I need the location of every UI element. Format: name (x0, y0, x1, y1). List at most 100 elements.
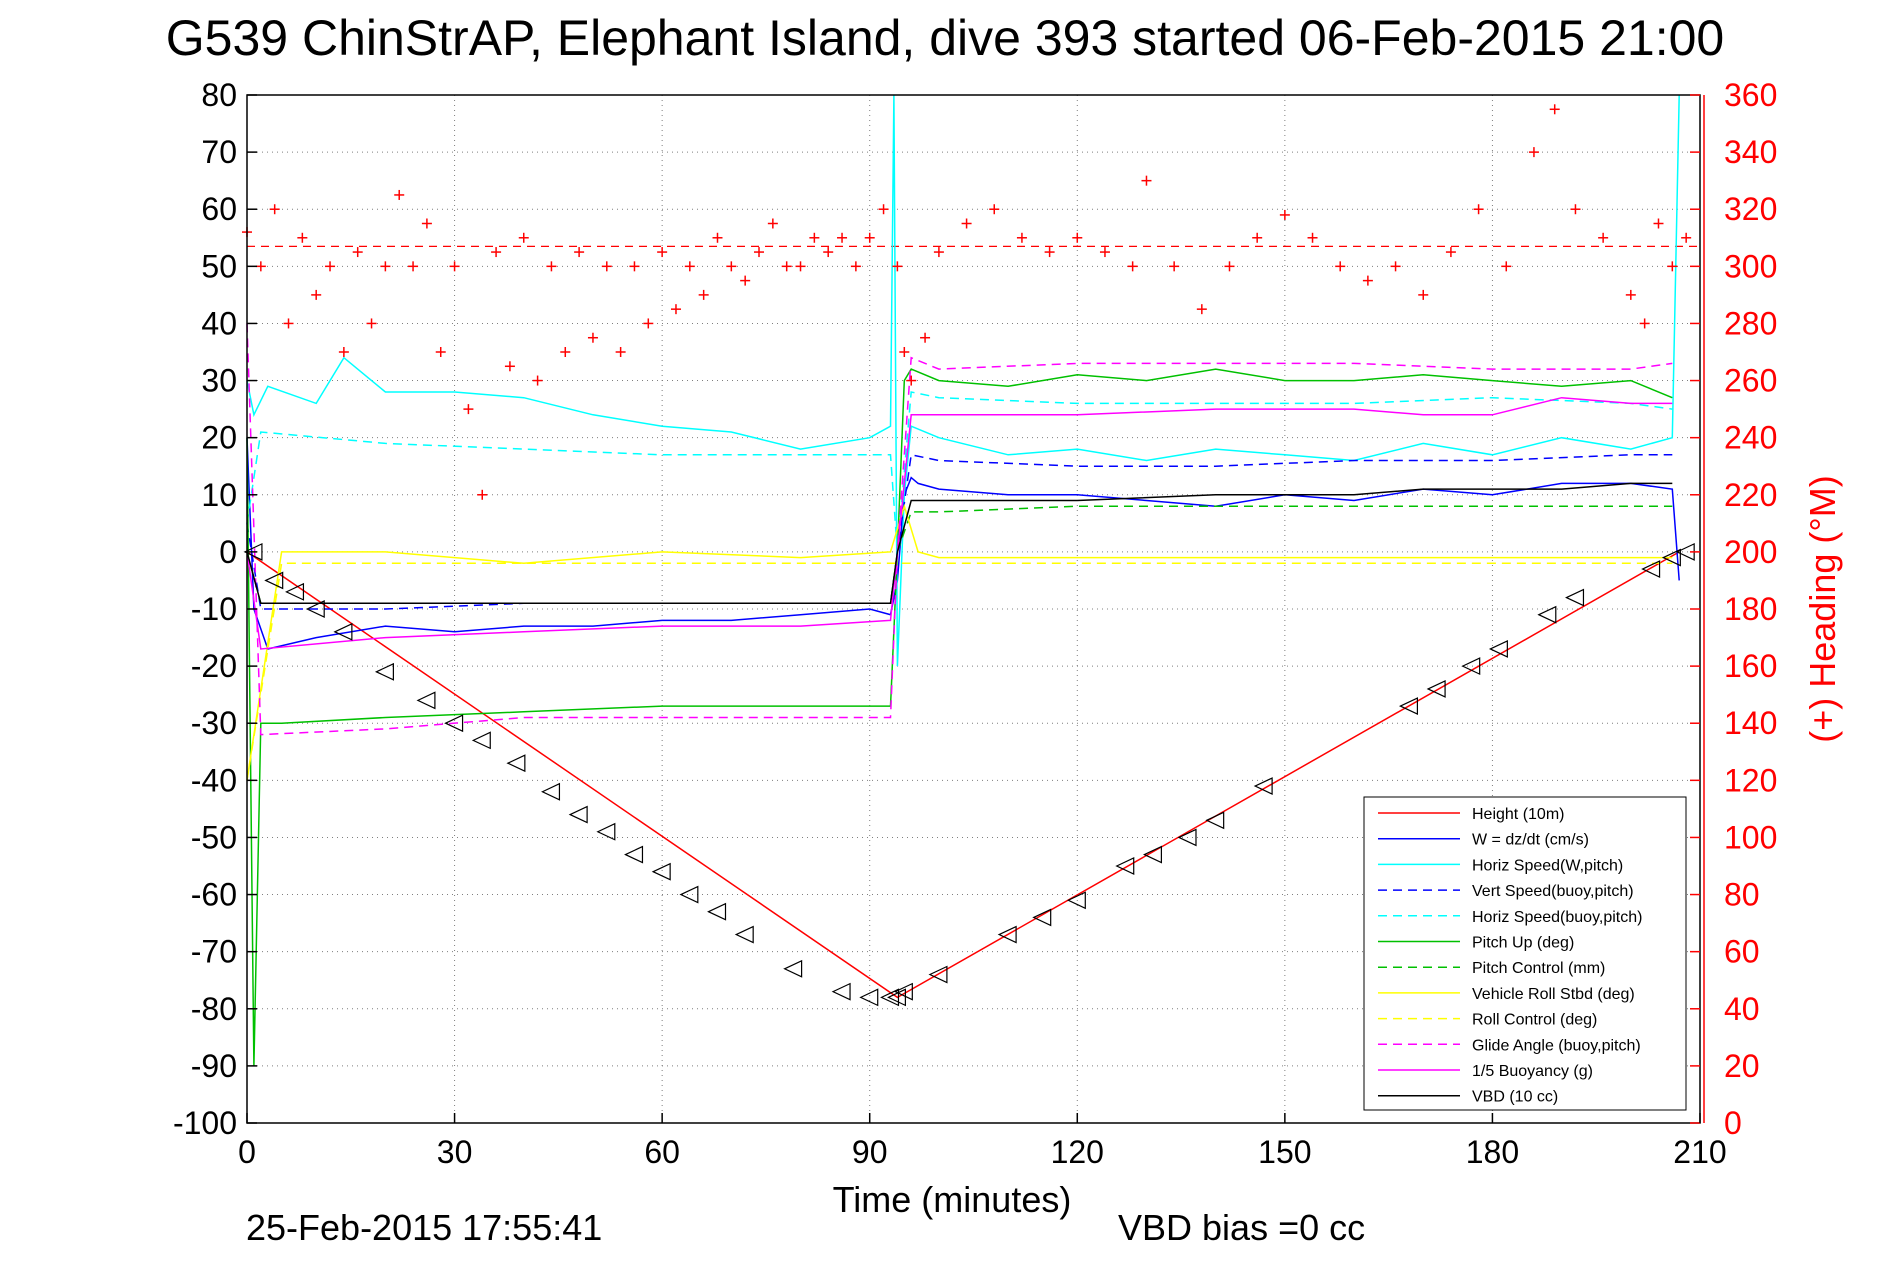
y2-tick-label: 120 (1724, 762, 1777, 798)
triangle-marker (831, 982, 851, 1001)
triangle-marker (1537, 605, 1557, 624)
y2-tick-label: 220 (1724, 477, 1777, 513)
y-tick-label: -10 (191, 591, 237, 627)
heading-point (491, 247, 502, 258)
triangle-marker (997, 925, 1017, 944)
heading-point (463, 404, 474, 415)
heading-point (311, 289, 322, 300)
y-tick-label: 50 (201, 248, 237, 284)
y-tick-label: -70 (191, 934, 237, 970)
triangle-marker (1426, 680, 1446, 698)
legend-entry-label: Pitch Control (mm) (1472, 960, 1605, 977)
heading-point (809, 232, 820, 243)
triangle-marker (707, 902, 727, 921)
y-tick-label: -90 (191, 1048, 237, 1084)
y-tick-label: 40 (201, 305, 237, 341)
legend-entry-label: 1/5 Buoyancy (g) (1472, 1063, 1593, 1080)
triangle-marker (880, 988, 900, 1007)
heading-point (906, 375, 917, 386)
y2-tick-label: 200 (1724, 534, 1777, 570)
series-group (246, 94, 1700, 1066)
triangle-marker (1461, 657, 1481, 676)
x-tick-label: 90 (852, 1134, 888, 1170)
y2-tick-label: 260 (1724, 363, 1777, 399)
y2-tick-label: 40 (1724, 991, 1760, 1027)
heading-point (1169, 261, 1180, 272)
heading-point (546, 261, 557, 272)
series-line-0 (246, 551, 1680, 999)
y2-tick-label: 320 (1724, 191, 1777, 227)
heading-point (394, 189, 405, 200)
heading-point (899, 347, 910, 357)
y2-tick-label: 160 (1724, 648, 1777, 684)
heading-point (684, 261, 695, 272)
heading-point (283, 318, 294, 329)
triangle-marker (1641, 560, 1661, 578)
triangle-marker (333, 622, 353, 641)
heading-point (601, 261, 612, 272)
y-tick-label: -40 (191, 762, 237, 798)
y2-tick-label: 180 (1724, 591, 1777, 627)
triangle-marker (541, 782, 561, 801)
triangle-marker (1253, 777, 1273, 795)
series-line-10 (246, 396, 1673, 650)
heading-point (837, 232, 848, 243)
y2-tick-label: 340 (1724, 134, 1777, 170)
y2-tick-label: 300 (1724, 248, 1777, 284)
heading-point (1549, 104, 1560, 115)
y-tick-label: -50 (191, 819, 237, 855)
triangle-marker (1066, 891, 1086, 910)
heading-point (408, 261, 419, 272)
heading-point (1279, 209, 1290, 220)
triangle-marker (734, 925, 754, 944)
triangle-marker (444, 714, 464, 733)
heading-point (989, 204, 1000, 215)
heading-point (1681, 232, 1692, 243)
heading-point (629, 261, 640, 272)
triangle-marker (506, 754, 526, 773)
heading-point (352, 247, 363, 258)
series-line-9 (246, 323, 1673, 736)
right-axis-ticks: 3603403203002802602402202001801601401201… (1690, 77, 1777, 1141)
heading-point (1501, 261, 1512, 272)
y2-tick-label: 360 (1724, 77, 1777, 113)
triangle-marker (1488, 640, 1508, 658)
heading-point (670, 304, 681, 315)
heading-point (504, 361, 515, 372)
heading-point (1473, 204, 1484, 215)
y-tick-label: 0 (219, 534, 237, 570)
heading-point (933, 247, 944, 258)
x-tick-label: 0 (238, 1134, 256, 1170)
left-axis-ticks: 80 70 60 50 40 30 20 10 0 -10 -20 -30 -40 -50 -60 -70 -8… (173, 77, 257, 1141)
heading-point (823, 247, 834, 258)
triangle-marker (568, 805, 588, 824)
heading-point (518, 232, 529, 243)
y2-tick-label: 60 (1724, 934, 1760, 970)
heading-point (892, 261, 903, 272)
triangle-marker (928, 965, 948, 984)
heading-point (380, 261, 391, 272)
triangle-marker (1032, 908, 1052, 927)
chart-title: G539 ChinStrAP, Elephant Island, dive 39… (166, 10, 1724, 66)
heading-point (1127, 261, 1138, 272)
triangle-marker (893, 982, 913, 1001)
series-line-2 (246, 94, 1680, 667)
triangle-marker (886, 988, 906, 1007)
legend-box (1363, 796, 1687, 1111)
heading-point (643, 318, 654, 329)
triangle-marker (596, 822, 616, 841)
legend-entry-label: Horiz Speed(W,pitch) (1472, 857, 1623, 874)
legend-entry-label: Pitch Up (deg) (1472, 935, 1574, 952)
heading-point (781, 261, 792, 272)
heading-point (449, 261, 460, 272)
series-line-7 (246, 503, 1673, 781)
heading-point (1390, 261, 1401, 272)
heading-series (242, 104, 1692, 500)
heading-point (920, 332, 931, 343)
heading-point (269, 204, 280, 215)
series-line-5 (246, 368, 1673, 1066)
heading-point (1667, 261, 1678, 272)
x-tick-label: 210 (1673, 1134, 1726, 1170)
legend: Height (10m) W = dz/dt (cm/s) Horiz Speed(… (1363, 796, 1687, 1111)
